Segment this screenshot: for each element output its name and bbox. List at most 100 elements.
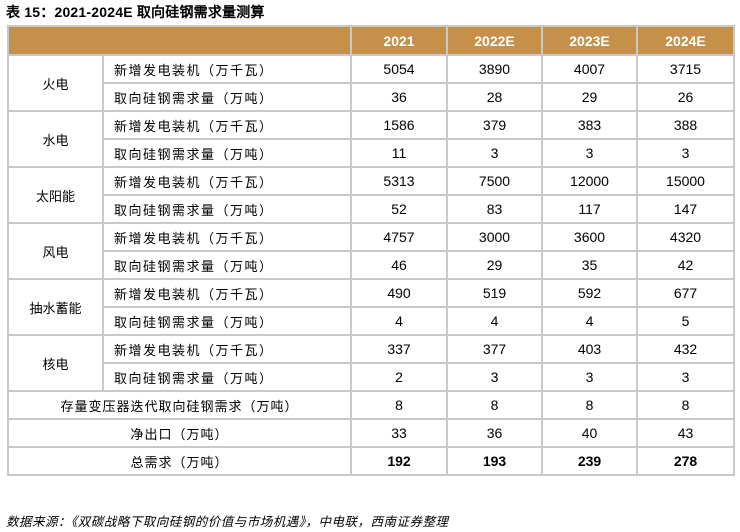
value-cell: 383 [541,110,638,140]
table-title: 表 15：2021-2024E 取向硅钢需求量测算 [6,4,265,20]
table-row: 抽水蓄能 新增发电装机（万千瓦） 490 519 592 677 [7,278,735,336]
table-row: 太阳能 新增发电装机（万千瓦） 5313 7500 12000 15000 [7,166,735,224]
value-cell: 7500 [446,166,543,196]
value-cell: 5313 [350,166,448,196]
value-cell: 35 [541,250,638,280]
value-cell: 42 [636,250,735,280]
value-cell: 1586 [350,110,448,140]
metric-label: 取向硅钢需求量（万吨） [102,82,352,112]
value-cell: 3715 [636,54,735,84]
table-row: 取向硅钢需求量（万吨） 52 83 117 147 [8,194,735,224]
table-row: 取向硅钢需求量（万吨） 4 4 4 5 [8,306,735,336]
value-cell: 36 [446,418,543,448]
value-cell: 117 [541,194,638,224]
table-row: 水电 新增发电装机（万千瓦） 1586 379 383 388 [7,110,735,168]
category-cell: 抽水蓄能 [7,278,104,336]
table-row: 取向硅钢需求量（万吨） 11 3 3 3 [8,138,735,168]
metric-label: 新增发电装机（万千瓦） [102,222,352,252]
value-cell: 3 [541,138,638,168]
metric-label: 取向硅钢需求量（万吨） [102,194,352,224]
value-cell: 28 [446,82,543,112]
value-cell: 4 [350,306,448,336]
table-row: 核电 新增发电装机（万千瓦） 337 377 403 432 [7,334,735,392]
summary-row: 总需求（万吨） 192 193 239 278 [7,446,735,476]
metric-label: 新增发电装机（万千瓦） [102,54,352,84]
table-row: 取向硅钢需求量（万吨） 36 28 29 26 [8,82,735,112]
category-cell: 风电 [7,222,104,280]
value-cell: 193 [446,446,543,476]
value-cell: 12000 [541,166,638,196]
table-row: 取向硅钢需求量（万吨） 46 29 35 42 [8,250,735,280]
metric-label: 新增发电装机（万千瓦） [102,334,352,364]
header-blank [7,25,352,56]
metric-label: 新增发电装机（万千瓦） [102,110,352,140]
value-cell: 40 [541,418,638,448]
category-cell: 火电 [7,54,104,112]
metric-label: 新增发电装机（万千瓦） [102,166,352,196]
demand-table: 2021 2022E 2023E 2024E 火电 新增发电装机（万千瓦） 5054… [7,25,735,476]
value-cell: 15000 [636,166,735,196]
value-cell: 3 [446,138,543,168]
metric-label: 取向硅钢需求量（万吨） [102,138,352,168]
metric-label: 取向硅钢需求量（万吨） [102,306,352,336]
value-cell: 147 [636,194,735,224]
value-cell: 8 [446,390,543,420]
header-year: 2024E [636,25,735,56]
value-cell: 33 [350,418,448,448]
summary-row: 净出口（万吨） 33 36 40 43 [7,418,735,448]
value-cell: 26 [636,82,735,112]
category-cell: 水电 [7,110,104,168]
value-cell: 403 [541,334,638,364]
value-cell: 3890 [446,54,543,84]
value-cell: 52 [350,194,448,224]
value-cell: 29 [541,82,638,112]
value-cell: 5 [636,306,735,336]
value-cell: 490 [350,278,448,308]
value-cell: 239 [541,446,638,476]
summary-label: 总需求（万吨） [7,446,352,476]
summary-label: 净出口（万吨） [7,418,352,448]
value-cell: 11 [350,138,448,168]
value-cell: 677 [636,278,735,308]
value-cell: 3 [636,138,735,168]
header-year: 2021 [350,25,448,56]
value-cell: 432 [636,334,735,364]
value-cell: 4320 [636,222,735,252]
value-cell: 8 [636,390,735,420]
value-cell: 29 [446,250,543,280]
category-cell: 太阳能 [7,166,104,224]
value-cell: 3 [636,362,735,392]
value-cell: 43 [636,418,735,448]
table-row: 火电 新增发电装机（万千瓦） 5054 3890 4007 3715 [7,54,735,112]
value-cell: 3600 [541,222,638,252]
value-cell: 3 [446,362,543,392]
value-cell: 4007 [541,54,638,84]
summary-row: 存量变压器迭代取向硅钢需求（万吨） 8 8 8 8 [7,390,735,420]
value-cell: 377 [446,334,543,364]
table-row: 风电 新增发电装机（万千瓦） 4757 3000 3600 4320 [7,222,735,280]
value-cell: 192 [350,446,448,476]
value-cell: 592 [541,278,638,308]
value-cell: 379 [446,110,543,140]
value-cell: 36 [350,82,448,112]
value-cell: 8 [541,390,638,420]
value-cell: 337 [350,334,448,364]
value-cell: 278 [636,446,735,476]
value-cell: 46 [350,250,448,280]
value-cell: 519 [446,278,543,308]
value-cell: 388 [636,110,735,140]
header-row: 2021 2022E 2023E 2024E [7,25,735,56]
value-cell: 3000 [446,222,543,252]
summary-label: 存量变压器迭代取向硅钢需求（万吨） [7,390,352,420]
value-cell: 8 [350,390,448,420]
metric-label: 取向硅钢需求量（万吨） [102,250,352,280]
metric-label: 取向硅钢需求量（万吨） [102,362,352,392]
metric-label: 新增发电装机（万千瓦） [102,278,352,308]
category-cell: 核电 [7,334,104,392]
value-cell: 3 [541,362,638,392]
value-cell: 4 [446,306,543,336]
value-cell: 4757 [350,222,448,252]
header-year: 2023E [541,25,638,56]
table-row: 取向硅钢需求量（万吨） 2 3 3 3 [8,362,735,392]
header-year: 2022E [446,25,543,56]
